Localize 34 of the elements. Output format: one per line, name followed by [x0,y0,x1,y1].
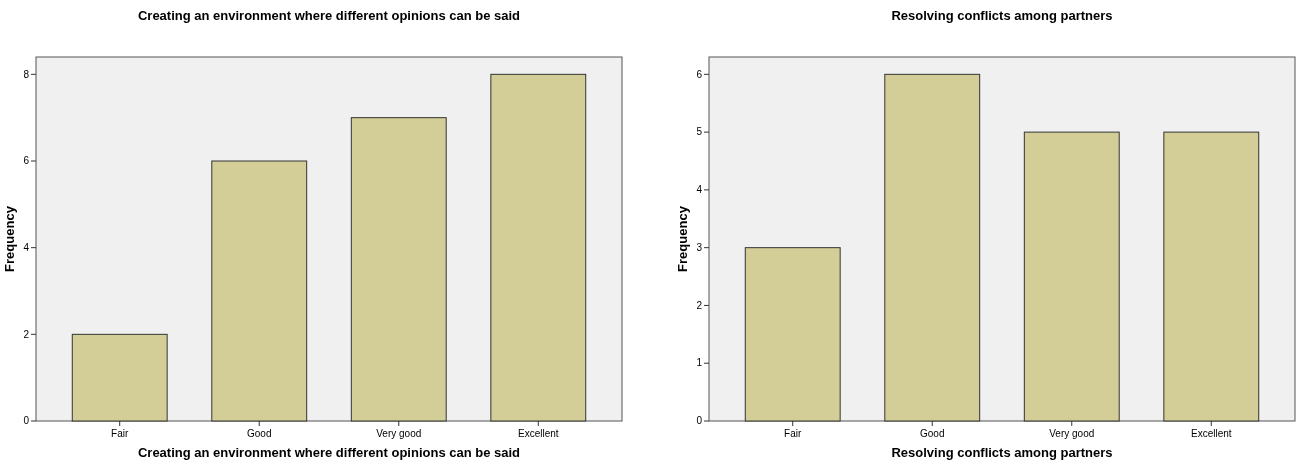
bar [884,73,981,422]
x-tick-label: Excellent [1191,428,1232,439]
bar [211,160,308,422]
y-tick-label: 5 [696,126,703,138]
y-tick-label: 4 [696,184,703,196]
x-tick-label: Very good [376,428,422,439]
y-tick-label: 0 [23,415,30,427]
y-tick-label: 2 [696,299,703,311]
y-tick-label: 4 [23,241,30,253]
y-tick-label: 2 [23,328,30,340]
chart-title: Resolving conflicts among partners [891,8,1113,23]
bar [490,73,587,422]
x-tick-label: Fair [111,428,129,439]
bar [350,117,447,422]
chart-title: Creating an environment where different opinions can be said [137,8,521,23]
y-tick-label: 1 [696,357,703,369]
y-tick-label: 6 [696,68,703,80]
x-axis-title: Creating an environment where different opinions can be said [137,445,521,460]
bar [1023,131,1120,422]
y-axis-title: Frequency [2,205,17,272]
x-tick-label: Good [920,428,945,439]
bar [1163,131,1260,422]
x-tick-label: Very good [1049,428,1095,439]
bar [71,333,168,422]
x-axis-title: Resolving conflicts among partners [891,445,1113,460]
y-axis-title: Frequency [675,205,690,272]
x-tick-label: Excellent [518,428,559,439]
x-tick-label: Good [247,428,272,439]
x-tick-label: Fair [784,428,802,439]
y-tick-label: 8 [23,68,30,80]
y-tick-label: 3 [696,241,703,253]
y-tick-label: 0 [696,415,703,427]
y-tick-label: 6 [23,155,30,167]
bar [744,247,841,422]
